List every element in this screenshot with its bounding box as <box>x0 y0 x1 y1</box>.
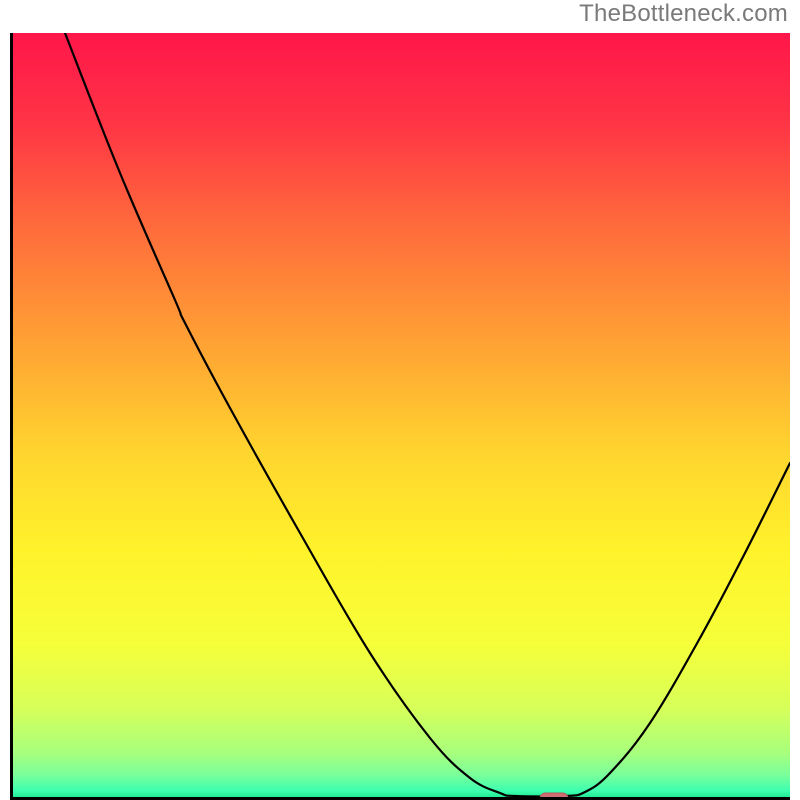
watermark-text: TheBottleneck.com <box>579 0 788 28</box>
plot-area <box>10 33 790 800</box>
chart-container: TheBottleneck.com <box>0 0 800 800</box>
bottleneck-curve-chart <box>10 33 790 800</box>
